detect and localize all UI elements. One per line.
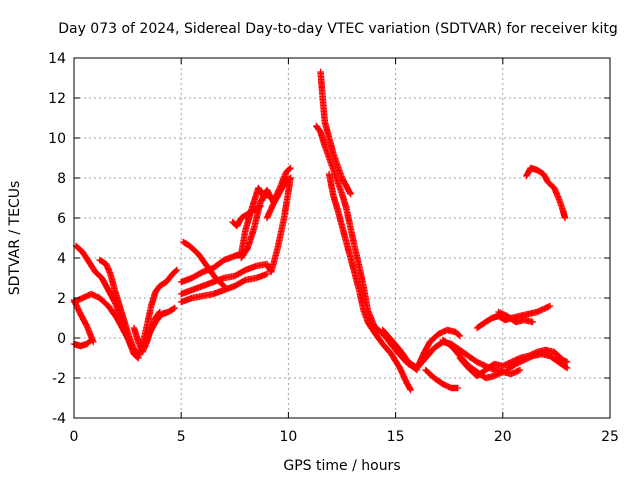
data-point-markers <box>523 164 569 222</box>
data-point-markers <box>313 122 421 374</box>
y-tick-label: 12 <box>48 91 66 107</box>
series-arc-24 <box>503 350 571 374</box>
data-point-markers <box>263 174 294 222</box>
data-point-markers <box>503 350 571 374</box>
chart-title: Day 073 of 2024, Sidereal Day-to-day VTE… <box>58 21 618 37</box>
series-arc-15 <box>263 174 294 222</box>
axis-ticks: 0 5 10 15 20 25 -4 -2 0 2 4 6 8 10 12 14 <box>48 51 619 445</box>
data-point-markers <box>325 170 414 394</box>
y-tick-label: 4 <box>57 251 66 267</box>
data-point-markers <box>495 308 537 326</box>
x-tick-label: 20 <box>494 429 512 445</box>
data-point-markers <box>422 366 462 392</box>
series-arc-12 <box>180 238 228 290</box>
series-arc-8 <box>139 304 179 352</box>
y-tick-label: 10 <box>48 131 66 147</box>
y-tick-label: 14 <box>48 51 66 67</box>
y-axis-label: SDTVAR / TECUs <box>7 181 23 296</box>
series-arc-10 <box>177 270 271 306</box>
series-arc-21 <box>422 366 462 392</box>
series-arc-18 <box>325 170 414 394</box>
data-point-markers <box>180 238 228 290</box>
series-arc-17 <box>313 122 421 374</box>
series-arc-27 <box>523 164 569 222</box>
y-tick-label: -2 <box>52 371 66 387</box>
plot-frame <box>73 57 611 419</box>
data-point-markers <box>317 68 354 198</box>
x-tick-label: 10 <box>279 429 297 445</box>
series-arc-16 <box>317 68 354 198</box>
x-tick-label: 5 <box>177 429 186 445</box>
y-tick-label: 6 <box>57 211 66 227</box>
y-tick-label: 8 <box>57 171 66 187</box>
data-point-markers <box>177 270 271 306</box>
data-points-layer <box>70 68 571 394</box>
x-tick-label: 15 <box>387 429 405 445</box>
y-tick-label: 2 <box>57 291 66 307</box>
y-tick-label: 0 <box>57 331 66 347</box>
grid-lines <box>74 58 610 418</box>
data-point-markers <box>96 256 140 358</box>
x-tick-label: 25 <box>601 429 619 445</box>
x-axis-label: GPS time / hours <box>283 458 400 474</box>
series-arc-5 <box>96 256 140 358</box>
x-tick-label: 0 <box>70 429 79 445</box>
data-point-markers <box>139 304 179 352</box>
y-tick-label: -4 <box>52 411 66 427</box>
series-arc-26 <box>495 308 537 326</box>
